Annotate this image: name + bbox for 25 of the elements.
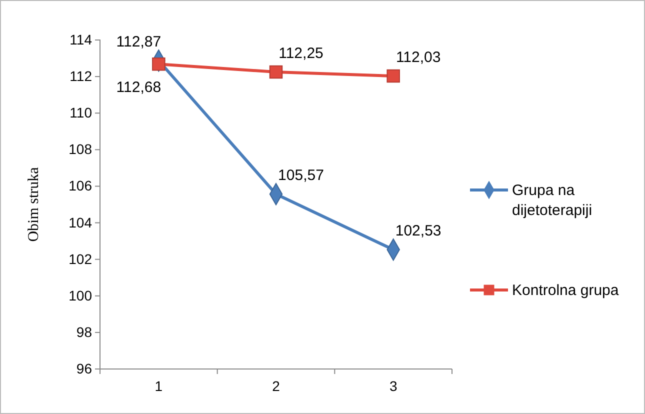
point [152, 58, 166, 71]
point [269, 65, 283, 79]
y-axis-title: Obim struka [26, 166, 42, 242]
data-label: 112,25 [278, 44, 324, 62]
data-label: 102,53 [395, 222, 442, 240]
y-tick-label: 108 [68, 141, 92, 158]
data-label: 105,57 [278, 167, 324, 184]
y-tick-label: 98 [76, 324, 92, 340]
legend-label: Grupa na dijetoterapiji [512, 182, 592, 219]
data-label: 112,03 [396, 49, 441, 66]
y-tick-label: 102 [68, 250, 92, 267]
y-tick-label: 100 [68, 287, 92, 304]
y-tick-label: 114 [70, 31, 92, 48]
data-label: 112,87 [116, 34, 162, 51]
y-tick-label: 110 [70, 104, 92, 121]
point [386, 69, 400, 83]
y-tick-label: 106 [68, 178, 92, 194]
x-tick-label: 2 [272, 378, 280, 394]
x-tick-label: 1 [154, 378, 163, 394]
data-label: 112,68 [116, 79, 162, 96]
y-tick-label: 104 [68, 214, 92, 230]
y-tick-label: 112 [70, 68, 92, 84]
legend-label: Kontrolna grupa [512, 282, 620, 299]
x-tick-label: 3 [389, 378, 398, 394]
y-tick-label: 96 [76, 360, 92, 376]
